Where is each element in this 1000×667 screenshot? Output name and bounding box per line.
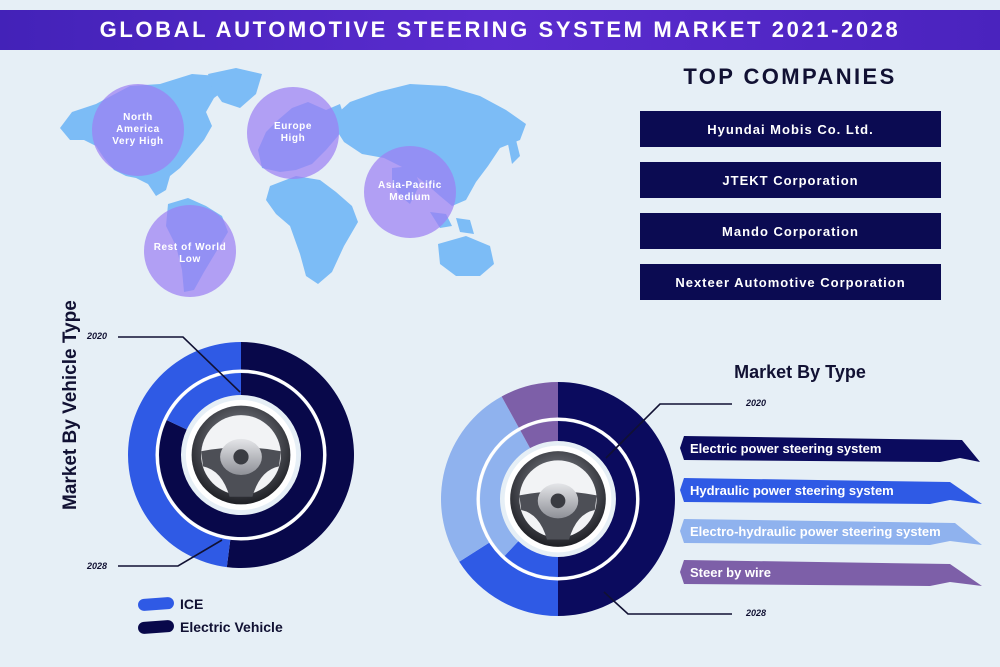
north-america-bubble [92, 84, 184, 176]
year-label-2028-left: 2028 [87, 561, 108, 571]
region-name: Asia-Pacific [378, 180, 442, 191]
region-label-rest-of-world: Rest of World Low [135, 242, 245, 266]
vehicle-type-donut [127, 341, 354, 568]
ring-divider [155, 369, 327, 541]
legend-brush-sbw [680, 560, 982, 586]
outer-ring-2028-slice-1 [459, 541, 558, 616]
legend-label: Electric Vehicle [180, 619, 283, 635]
legend-label-hps: Hydraulic power steering system [690, 483, 894, 498]
leader-line-2020-left [118, 336, 241, 393]
asia-shape [330, 84, 526, 206]
region-bubbles [92, 84, 456, 297]
region-label-europe: Europe High [238, 121, 348, 145]
greenland-shape [208, 68, 262, 108]
page-title: GLOBAL AUTOMOTIVE STEERING SYSTEM MARKET… [99, 17, 901, 42]
region-label-north-america: North America Very High [83, 112, 193, 148]
inner-ring-2020-slice-3 [520, 421, 558, 449]
inner-ring-2020-slice-2 [479, 430, 531, 556]
australia-shape [438, 236, 494, 276]
legend-brush-hps [680, 478, 982, 504]
outer-ring-2028-slice-1 [226, 342, 354, 568]
legend-item-ice: ICE [137, 596, 204, 612]
wheel-horn [233, 449, 249, 465]
legend-brush-eps [680, 436, 980, 462]
region-level: High [280, 133, 306, 144]
vehicle-type-title-text: Market By Vehicle Type [60, 300, 81, 510]
legend-label-sbw: Steer by wire [690, 565, 771, 580]
africa-shape [266, 176, 358, 284]
ring-divider [476, 417, 640, 581]
inner-ring-2020-slice-0 [166, 373, 241, 430]
leader-line-2020-right [605, 403, 732, 459]
inner-ring-2020-slice-1 [504, 541, 558, 577]
region-level: Medium [389, 192, 431, 203]
inner-ring-2020-slice-0 [558, 421, 636, 577]
header-banner: GLOBAL AUTOMOTIVE STEERING SYSTEM MARKET… [0, 10, 1000, 50]
top-companies-title: TOP COMPANIES [683, 64, 897, 89]
region-level: Very High [112, 136, 164, 147]
outer-ring-2028-slice-0 [127, 341, 241, 568]
region-name: North America [116, 112, 160, 135]
region-level: Low [179, 254, 201, 265]
company-box: Nexteer Automotive Corporation [640, 264, 941, 300]
steering-type-chart-title: Market By Type [734, 362, 866, 382]
asia-pacific-bubble [364, 146, 456, 238]
wheel-horn [550, 493, 566, 509]
japan-shape [508, 140, 520, 164]
vehicle-type-chart-title: Market By Vehicle Type [48, 300, 94, 510]
company-box: Mando Corporation [640, 213, 941, 249]
legend-label-ehps: Electro-hydraulic power steering system [690, 524, 941, 539]
legend-label-eps: Electric power steering system [690, 441, 882, 456]
year-label-2020-left: 2020 [87, 331, 108, 341]
year-label-2028-right: 2028 [746, 608, 767, 618]
region-label-asia-pacific: Asia-Pacific Medium [355, 180, 465, 204]
legend-swatch [137, 619, 175, 635]
legend-brush-ehps [680, 519, 982, 545]
steering-type-donut [441, 382, 675, 616]
region-name: Europe [273, 121, 313, 132]
outer-ring-2028-slice-0 [558, 382, 675, 616]
leader-line-2028-right [603, 591, 732, 615]
company-box: JTEKT Corporation [640, 162, 941, 198]
europe-bubble [247, 87, 339, 179]
legend-swatch [137, 596, 175, 612]
legend-label: ICE [180, 596, 204, 612]
year-label-2020-right: 2020 [746, 398, 767, 408]
leader-line-2028-left [118, 539, 223, 567]
company-box: Hyundai Mobis Co. Ltd. [640, 111, 941, 147]
region-name: Rest of World [153, 242, 227, 253]
outer-ring-2028-slice-3 [501, 382, 558, 429]
legend-item-electric-vehicle: Electric Vehicle [137, 619, 283, 635]
rest-of-world-bubble [144, 205, 236, 297]
